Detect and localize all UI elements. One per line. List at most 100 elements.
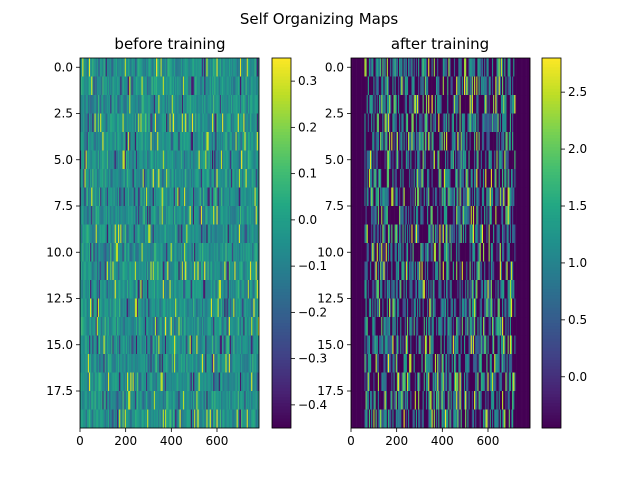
heatmap-cell [185,317,187,336]
heatmap-cell [421,169,423,188]
heatmap-cell [170,261,173,281]
heatmap-cell [377,113,380,133]
heatmap-cell [368,95,371,114]
heatmap-cell [109,58,111,77]
heatmap-cell [207,243,209,262]
heatmap-cell [124,206,127,225]
heatmap-cell [132,95,134,114]
heatmap-cell [403,76,405,96]
heatmap-cell [147,372,149,392]
heatmap-cell [154,280,157,299]
heatmap-cell [84,298,86,318]
heatmap-cell [455,132,457,151]
heatmap-cell [241,261,243,281]
heatmap-cell [87,372,90,392]
heatmap-cell [109,354,111,373]
heatmap-cell [92,372,94,392]
heatmap-cell [254,95,256,114]
heatmap-cell [83,372,85,392]
heatmap-cell [139,261,141,281]
heatmap-cell [208,206,211,225]
heatmap-cell [489,224,492,244]
heatmap-cell [212,132,214,151]
colorbar-swatch [272,144,291,148]
heatmap-cell [243,243,245,262]
heatmap-cell [196,261,198,281]
heatmap-cell [83,187,85,207]
heatmap-cell [123,58,126,77]
heatmap-cell [232,261,234,281]
heatmap-cell [504,187,506,207]
heatmap-cell [187,132,189,151]
heatmap-cell [167,243,169,262]
heatmap-cell [166,280,168,299]
heatmap-cell [154,261,157,281]
heatmap-cell [367,113,370,133]
heatmap-cell [234,391,236,410]
heatmap-cell [82,132,84,151]
heatmap-cell [111,354,113,373]
heatmap-cell [171,150,174,170]
heatmap-cell [244,113,246,133]
heatmap-cell [460,132,463,151]
heatmap-cell [401,76,403,96]
heatmap-cell [149,224,151,244]
heatmap-cell [132,224,134,244]
heatmap-cell [163,58,166,77]
heatmap-cell [214,280,216,299]
heatmap-cell [518,187,521,207]
heatmap-cell [417,224,419,244]
heatmap-cell [179,113,181,133]
heatmap-cell [368,76,371,96]
heatmap-cell [353,58,355,77]
heatmap-cell [151,113,154,133]
heatmap-cell [93,243,95,262]
heatmap-cell [241,150,243,170]
heatmap-cell [95,95,98,114]
heatmap-cell [95,224,98,244]
heatmap-cell [124,354,127,373]
heatmap-cell [133,113,136,133]
heatmap-cell [524,224,526,244]
heatmap-cell [460,95,463,114]
heatmap-cell [188,224,190,244]
heatmap-cell [137,354,139,373]
heatmap-cell [425,58,428,77]
colorbar-swatch [272,125,291,130]
heatmap-cell [423,76,426,96]
heatmap-cell [239,76,242,96]
heatmap-cell [129,95,131,114]
heatmap-cell [508,58,511,77]
heatmap-cell [109,335,111,355]
heatmap-cell [187,335,189,355]
heatmap-cell [128,169,130,188]
heatmap-cell [207,354,209,373]
heatmap-cell [412,224,414,244]
colorbar-swatch [272,387,291,392]
heatmap-cell [410,95,412,114]
heatmap-cell [138,95,140,114]
heatmap-cell [188,58,190,77]
heatmap-cell [252,261,254,281]
heatmap-cell [428,95,430,114]
heatmap-cell [93,132,95,151]
heatmap-cell [146,409,148,429]
heatmap-cell [380,58,382,77]
heatmap-cell [177,206,179,225]
heatmap-cell [203,113,205,133]
heatmap-cell [508,187,511,207]
heatmap-cell [131,354,133,373]
heatmap-cell [200,335,203,355]
heatmap-cell [146,113,148,133]
heatmap-cell [499,169,502,188]
heatmap-cell [106,169,109,188]
heatmap-cell [189,354,192,373]
heatmap-cell [394,206,397,225]
heatmap-cell [377,76,380,96]
heatmap-cell [481,113,484,133]
heatmap-cell [451,224,454,244]
heatmap-cell [166,261,168,281]
heatmap-cell [463,95,466,114]
heatmap-cell [160,409,162,429]
heatmap-cell [485,58,487,77]
